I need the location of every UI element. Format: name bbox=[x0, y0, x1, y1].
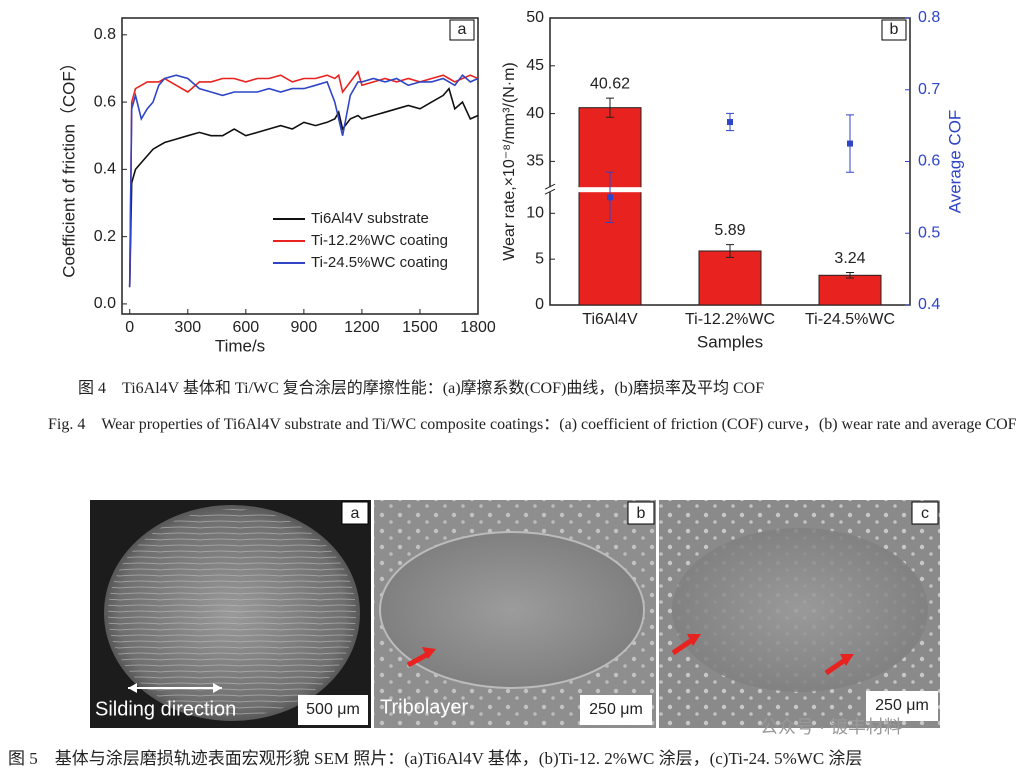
wear-track bbox=[379, 531, 645, 689]
legend-label: Ti6Al4V substrate bbox=[311, 210, 429, 227]
scale-bar-label: 250 μm bbox=[589, 701, 643, 718]
panel-label-box bbox=[341, 501, 369, 525]
sem-panel: c 250 μm bbox=[659, 500, 940, 728]
axis-break bbox=[544, 187, 644, 193]
y-tick-label: 0.0 bbox=[94, 295, 116, 312]
y2-tick-label: 0.7 bbox=[918, 81, 940, 98]
y-tick-label: 10 bbox=[526, 205, 544, 222]
arrow-head bbox=[422, 647, 436, 659]
y-tick-label: 0 bbox=[535, 296, 544, 313]
annotation: Silding direction bbox=[95, 698, 236, 720]
legend-label: Ti-24.5%WC coating bbox=[311, 254, 448, 271]
cof-point bbox=[847, 140, 853, 147]
y-tick-label: 35 bbox=[526, 153, 544, 170]
x-tick-label: 300 bbox=[174, 319, 201, 336]
y-tick-label: 50 bbox=[526, 9, 544, 26]
bar bbox=[818, 274, 882, 306]
y-tick-label: 45 bbox=[526, 57, 544, 74]
scale-box bbox=[298, 695, 368, 725]
panel-label-box bbox=[881, 19, 907, 41]
x-tick-label: Ti6Al4V bbox=[582, 311, 638, 328]
series-line bbox=[128, 74, 479, 288]
annotation: Tribolayer bbox=[380, 696, 469, 718]
panel-label-box bbox=[627, 501, 655, 525]
panel-label: c bbox=[921, 505, 929, 522]
plot-frame bbox=[121, 17, 479, 315]
panel-label: b bbox=[637, 505, 646, 522]
legend-label: Ti-12.2%WC coating bbox=[311, 232, 448, 249]
sem-panel: b Tribolayer 250 μm bbox=[374, 500, 656, 728]
series-line bbox=[128, 86, 479, 288]
x-tick-label: 900 bbox=[291, 319, 318, 336]
y-tick-label: 0.2 bbox=[94, 228, 116, 245]
cof-point bbox=[727, 119, 733, 126]
value-label: 40.62 bbox=[590, 75, 630, 92]
y-tick-label: 40 bbox=[526, 105, 544, 122]
scale-bar-label: 250 μm bbox=[875, 697, 929, 714]
error-bar bbox=[606, 97, 614, 118]
panel-label-box bbox=[911, 501, 939, 525]
value-label: 3.24 bbox=[834, 250, 865, 267]
panel-label: a bbox=[351, 505, 360, 522]
y-tick-label: 5 bbox=[535, 250, 544, 267]
panel-label-box bbox=[449, 19, 475, 41]
x-tick-label: Ti-12.2%WC bbox=[685, 311, 775, 328]
panel-label: b bbox=[890, 21, 899, 38]
x-tick-label: 1800 bbox=[460, 319, 496, 336]
y-axis-title: Coefficient of friction（COF） bbox=[59, 54, 78, 278]
figure-caption-cn: 图 4 Ti6Al4V 基体和 Ti/WC 复合涂层的摩擦性能：(a)摩擦系数(… bbox=[78, 380, 765, 397]
x-axis-title: Time/s bbox=[215, 336, 265, 355]
scale-bar-label: 500 μm bbox=[306, 701, 360, 718]
y2-axis-title: Average COF bbox=[945, 110, 964, 214]
y2-tick-label: 0.8 bbox=[918, 9, 940, 26]
y-tick-label: 0.8 bbox=[94, 26, 116, 43]
y-axis-title: Wear rate,×10⁻⁸/mm³/(N·m) bbox=[501, 62, 518, 260]
wear-track bbox=[672, 528, 928, 692]
y-tick-label: 0.6 bbox=[94, 93, 116, 110]
y2-tick-label: 0.4 bbox=[918, 296, 940, 313]
figure-caption: 图 5 基体与涂层磨损轨迹表面宏观形貌 SEM 照片：(a)Ti6Al4V 基体… bbox=[8, 749, 863, 768]
y2-tick-label: 0.6 bbox=[918, 153, 940, 170]
error-bar bbox=[846, 272, 854, 279]
x-tick-label: 600 bbox=[232, 319, 259, 336]
scale-box bbox=[866, 691, 938, 721]
scale-box bbox=[580, 695, 652, 725]
axis-break-marks bbox=[544, 183, 556, 195]
cof-point bbox=[607, 194, 613, 201]
y2-tick-label: 0.5 bbox=[918, 224, 940, 241]
x-tick-label: 1200 bbox=[344, 319, 380, 336]
error-bar bbox=[726, 244, 734, 258]
x-tick-label: 0 bbox=[125, 319, 134, 336]
watermark: 公众号 · 镀丰材料 bbox=[760, 717, 902, 735]
x-tick-label: Ti-24.5%WC bbox=[805, 311, 895, 328]
value-label: 5.89 bbox=[714, 222, 745, 239]
y-tick-label: 0.4 bbox=[94, 161, 116, 178]
sem-panel: a Silding direction 500 μm bbox=[90, 500, 371, 728]
series-line bbox=[128, 70, 479, 288]
charts: 0.0 0.2 0.4 0.6 0.8 0 300 600 900 1200 1500 1800 Ti6… bbox=[59, 9, 964, 355]
bar bbox=[698, 250, 762, 306]
x-tick-label: 1500 bbox=[402, 319, 438, 336]
x-axis-title: Samples bbox=[697, 332, 763, 351]
figure-caption-en: Fig. 4 Wear properties of Ti6Al4V substr… bbox=[48, 416, 1017, 433]
panel-label: a bbox=[458, 21, 467, 38]
sem-figure: a Silding direction 500 μm b Tribolayer … bbox=[90, 500, 940, 735]
wear-texture bbox=[108, 509, 356, 717]
